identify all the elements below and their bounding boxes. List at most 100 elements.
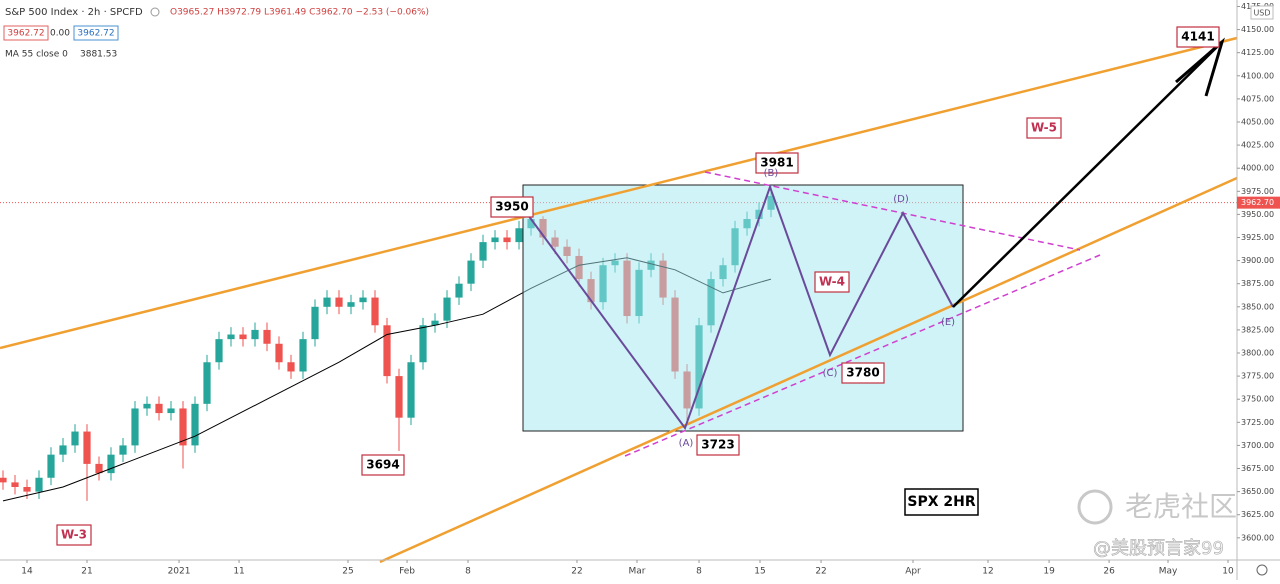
candle-body — [11, 482, 19, 487]
candle-body — [239, 334, 247, 340]
annotation-box — [904, 488, 979, 516]
x-tick-label: 25 — [342, 567, 353, 577]
annotation-box — [1176, 26, 1220, 48]
y-tick-label: 4000.00 — [1241, 164, 1274, 173]
y-tick-label: 3625.00 — [1241, 510, 1274, 519]
indicator-value: 3881.53 — [80, 50, 117, 60]
annotation-label: 3780 — [846, 366, 879, 380]
candle-body — [275, 343, 283, 363]
x-tick-label: 19 — [1043, 567, 1055, 577]
y-tick-label: 3900.00 — [1241, 256, 1274, 265]
annotation-label: 3981 — [760, 156, 793, 170]
candle-body — [71, 431, 79, 446]
ask: 3962.72 — [77, 29, 114, 39]
annotation-box — [814, 271, 850, 293]
candle-body — [203, 362, 211, 404]
ohlc-values: O3965.27 H3972.79 L3961.49 C3962.70 −2.5… — [170, 8, 429, 18]
arrow-head — [1175, 37, 1225, 97]
candle-body — [131, 408, 139, 446]
x-tick-label: 15 — [754, 567, 765, 577]
candle-body — [191, 403, 199, 446]
y-tick-label: 4100.00 — [1241, 71, 1274, 80]
candle-body — [431, 320, 439, 326]
last-price-label: 3962.70 — [1241, 198, 1274, 207]
bid: 3962.72 — [7, 29, 44, 39]
annotation-box — [841, 362, 885, 384]
bid-box[interactable] — [3, 25, 49, 41]
annotation-box — [490, 196, 534, 218]
candle-body — [143, 403, 151, 409]
candle-body — [59, 445, 67, 455]
annotation-labels: 3950 3981 3694 3723 3780 4141 W-3 W-4 W-5 SPX 2HR… — [56, 26, 1220, 546]
wave-label: (B) — [764, 168, 779, 179]
y-tick-label: 3725.00 — [1241, 418, 1274, 427]
currency-box — [1250, 5, 1274, 20]
candle-body — [443, 297, 451, 321]
candle-body — [23, 486, 31, 492]
annotation-label: 4141 — [1181, 30, 1214, 44]
symbol-title: S&P 500 Index · 2h · SPCFD — [5, 7, 143, 18]
x-axis: 14 21 2021 11 25 Feb 8 22 Mar 8 15 22 Apr 12 19 26 May 10 — [21, 560, 1234, 577]
y-tick-label: 3675.00 — [1241, 464, 1274, 473]
candle-body — [515, 228, 523, 243]
y-tick-label: 3875.00 — [1241, 279, 1274, 288]
candle-body — [95, 463, 103, 474]
ask-box[interactable] — [73, 25, 119, 41]
x-tick-label: 8 — [696, 567, 702, 577]
y-axis: 3600.00 3625.00 3650.00 3675.00 3700.00 3725.… — [1237, 2, 1274, 542]
x-tick-label: 2021 — [168, 567, 191, 577]
wave-label: (E) — [941, 317, 955, 328]
y-tick-label: 3800.00 — [1241, 349, 1274, 358]
x-tick-label: 21 — [81, 567, 92, 577]
candle-body — [299, 339, 307, 372]
annotation-box — [755, 152, 799, 174]
y-tick-label: 4075.00 — [1241, 94, 1274, 103]
annotation-label: 3950 — [495, 200, 528, 214]
y-tick-label: 3950.00 — [1241, 210, 1274, 219]
x-tick-label: 26 — [1103, 567, 1115, 577]
y-tick-label: 4150.00 — [1241, 25, 1274, 34]
candle-body — [179, 408, 187, 446]
candle-body — [419, 325, 427, 363]
annotation-label: W-4 — [819, 275, 845, 289]
candle-body — [371, 297, 379, 326]
drawings — [0, 36, 1238, 564]
candle-body — [407, 362, 415, 418]
y-tick-label: 3700.00 — [1241, 441, 1274, 450]
candle-body — [359, 297, 367, 303]
candle-body — [311, 306, 319, 340]
annotation-label: W-5 — [1031, 121, 1057, 135]
y-tick-label: 4025.00 — [1241, 141, 1274, 150]
projection-arrow — [952, 43, 1221, 308]
last-price-tag — [1237, 196, 1280, 209]
candle-body — [395, 376, 403, 418]
wave-label: (C) — [823, 368, 838, 379]
x-tick-label: 14 — [21, 567, 33, 577]
wave-label: (D) — [893, 194, 909, 205]
x-tick-label: 22 — [571, 567, 582, 577]
x-tick-label: 8 — [465, 567, 471, 577]
annotation-label: W-3 — [61, 528, 87, 542]
x-tick-label: Mar — [628, 567, 645, 577]
y-tick-label: 3750.00 — [1241, 395, 1274, 404]
y-tick-label: 3825.00 — [1241, 325, 1274, 334]
candle-body — [491, 237, 499, 243]
channel-lower — [379, 176, 1238, 564]
y-tick-label: 3600.00 — [1241, 533, 1274, 542]
eye-icon[interactable] — [150, 7, 160, 17]
annotation-label: 3694 — [366, 458, 399, 472]
annotation-box — [56, 524, 92, 546]
y-tick-label: 3975.00 — [1241, 187, 1274, 196]
currency: USD — [1253, 9, 1270, 18]
candle-body — [119, 445, 127, 455]
annotation-box — [696, 434, 740, 456]
candle-body — [107, 454, 115, 474]
annotation-box — [1026, 117, 1062, 139]
candle-body — [467, 260, 475, 284]
range-box — [522, 184, 964, 432]
settings-icon[interactable] — [1256, 564, 1268, 576]
channel-upper — [0, 36, 1238, 350]
x-tick-label: May — [1159, 567, 1178, 577]
wave-label: (A) — [679, 438, 694, 449]
candle-body — [287, 362, 295, 372]
